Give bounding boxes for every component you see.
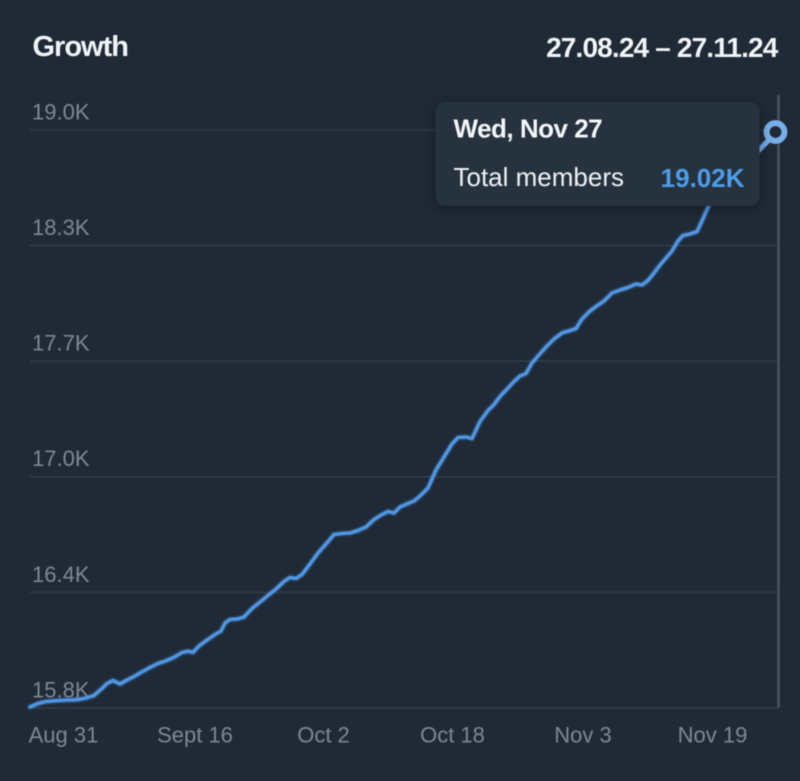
svg-text:17.0K: 17.0K	[32, 446, 90, 471]
svg-text:Nov 3: Nov 3	[554, 723, 611, 748]
svg-text:18.3K: 18.3K	[32, 215, 90, 240]
svg-text:Oct 18: Oct 18	[420, 723, 485, 748]
svg-text:Growth: Growth	[33, 31, 129, 63]
svg-text:Aug 31: Aug 31	[29, 723, 99, 748]
svg-text:27.08.24 – 27.11.24: 27.08.24 – 27.11.24	[546, 32, 779, 63]
svg-text:19.0K: 19.0K	[32, 100, 90, 125]
svg-text:Wed, Nov 27: Wed, Nov 27	[454, 114, 603, 144]
svg-text:19.02K: 19.02K	[661, 163, 745, 193]
svg-text:Sept 16: Sept 16	[157, 723, 233, 748]
svg-text:17.7K: 17.7K	[32, 331, 90, 356]
svg-text:Nov 19: Nov 19	[678, 723, 748, 748]
svg-text:Oct 2: Oct 2	[297, 723, 350, 748]
svg-text:16.4K: 16.4K	[32, 562, 90, 587]
svg-text:Total members: Total members	[454, 162, 625, 192]
